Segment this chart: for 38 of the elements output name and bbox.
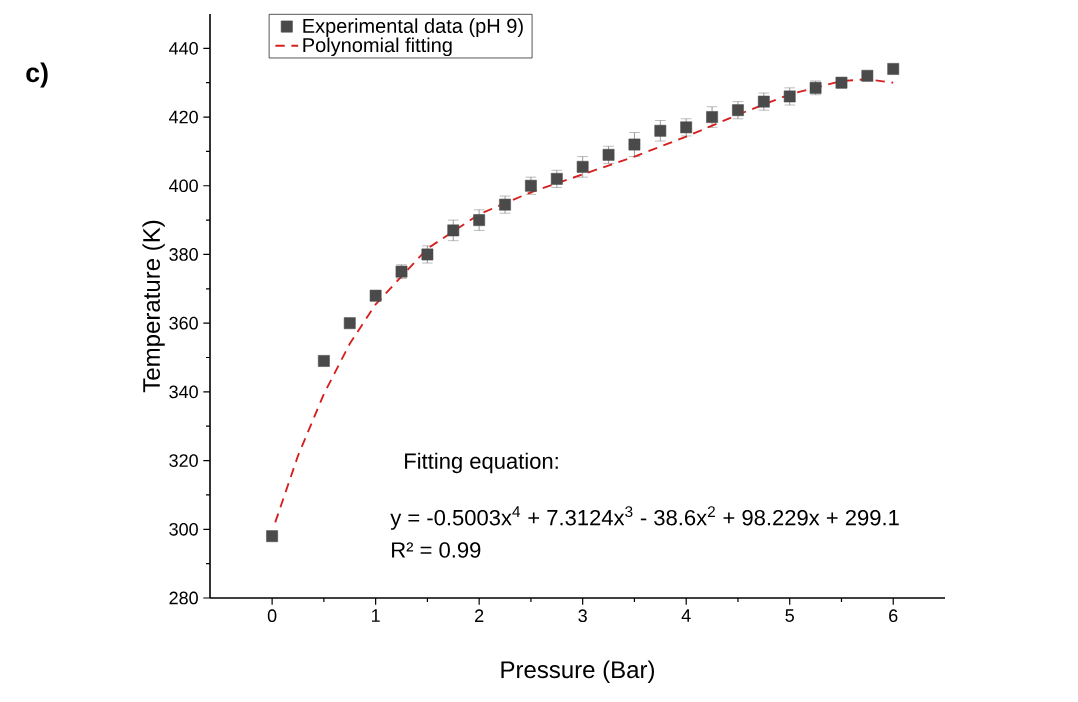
- x-tick-label: 2: [475, 609, 484, 622]
- y-tick-label: 400: [169, 179, 198, 193]
- annotation: R² = 0.99: [392, 542, 481, 558]
- text: c): [26, 62, 48, 88]
- y-tick-label: 440: [169, 41, 198, 55]
- point: [318, 355, 330, 367]
- y-tick-label: 300: [169, 522, 198, 536]
- point: [887, 63, 900, 75]
- y-tick-label: 280: [169, 591, 198, 605]
- point: [266, 530, 278, 543]
- point: [576, 160, 589, 173]
- y-tick-label: 420: [169, 110, 198, 124]
- x-tick-label: 0: [267, 609, 277, 623]
- y-tick-label: 320: [169, 454, 198, 467]
- point: [343, 317, 356, 330]
- y-tick-label: 380: [169, 248, 198, 261]
- x-tick-label: 6: [889, 609, 898, 623]
- point: [447, 224, 460, 237]
- point: [369, 289, 382, 302]
- point: [861, 69, 874, 82]
- x-tick-label: 4: [681, 609, 691, 622]
- x-tick-label: 1: [372, 609, 380, 622]
- point: [706, 111, 718, 123]
- x-tick-label: 3: [578, 609, 587, 623]
- y-tick-label: 360: [169, 316, 198, 330]
- point: [550, 173, 563, 185]
- y-tick-label: 340: [169, 385, 198, 399]
- legend-label: Polynomial fitting: [303, 37, 452, 57]
- x-tick-label: 5: [785, 609, 794, 622]
- point: [835, 76, 848, 89]
- y-axis-title: Temperature (K): [142, 220, 165, 393]
- point: [654, 124, 667, 137]
- annotation: y = -0.5003x$^{4}$ + 7.3124x$^{3}$ - 38.6x$^{2}$ + 98.229x + 299.1: [390, 506, 899, 530]
- point: [473, 214, 486, 226]
- annotation: Fitting equation:: [405, 452, 558, 474]
- legend-label: Experimental data (pH 9): [303, 18, 523, 37]
- point: [628, 138, 641, 151]
- x-axis-title: Pressure (Bar): [501, 660, 654, 683]
